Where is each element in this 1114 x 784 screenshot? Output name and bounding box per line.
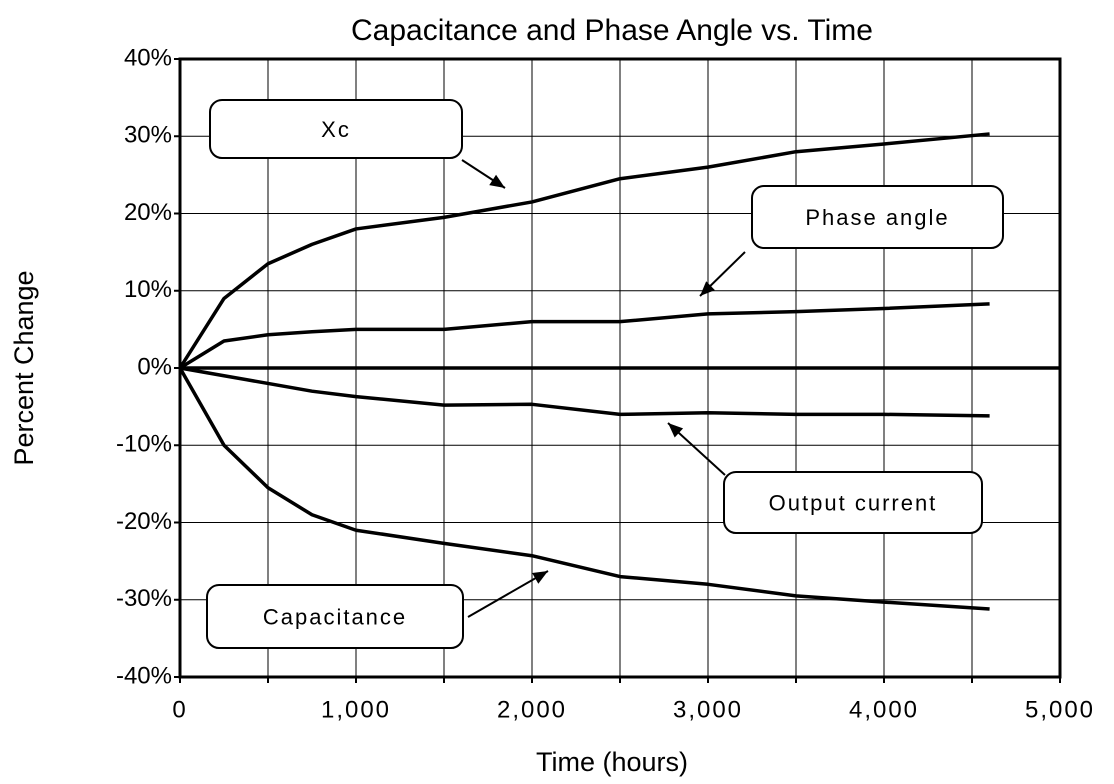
data-line: [178, 367, 990, 611]
callout-box: [751, 185, 1004, 249]
x-tick-label: 5,000: [1025, 696, 1095, 723]
y-tick-label: 20%: [124, 199, 172, 226]
y-tick-label: 40%: [124, 44, 172, 71]
arrow-head: [489, 174, 505, 188]
data-line: [179, 302, 990, 370]
arrow-head: [668, 423, 684, 438]
arrow-head: [700, 281, 715, 296]
y-tick-label: 30%: [124, 122, 172, 149]
y-tick-label: 10%: [124, 276, 172, 303]
y-tick-label: -10%: [116, 431, 172, 458]
callout-box: [723, 471, 983, 534]
x-tick-label: 1,000: [321, 696, 391, 723]
x-tick-label: 4,000: [849, 696, 919, 723]
y-tick-label: -30%: [116, 585, 172, 612]
y-tick-label: 0%: [137, 353, 172, 380]
x-tick-label: 2,000: [497, 696, 567, 723]
data-line: [179, 366, 990, 418]
callout-arrow: [467, 570, 549, 618]
y-tick-label: -20%: [116, 508, 172, 535]
x-tick-label: 0: [172, 696, 187, 723]
x-axis-label: Time (hours): [536, 747, 688, 777]
data-line: [178, 132, 990, 369]
arrow-head: [532, 571, 548, 584]
callout-label: Phase angle: [805, 205, 949, 230]
x-tick-label: 3,000: [673, 696, 743, 723]
y-axis-label: Percent Change: [9, 270, 39, 465]
callout-label: Xc: [321, 117, 351, 142]
callout-label: Output current: [769, 490, 938, 515]
callout-label: Capacitance: [263, 604, 407, 629]
callout-box: [209, 99, 463, 159]
callout-box: [206, 584, 464, 649]
chart-title: Capacitance and Phase Angle vs. Time: [351, 14, 873, 47]
y-tick-label: -40%: [116, 662, 172, 689]
